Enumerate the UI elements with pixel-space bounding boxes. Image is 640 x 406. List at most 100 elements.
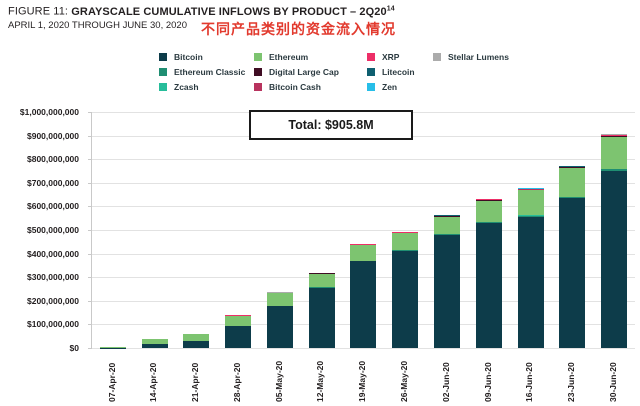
- legend-label: Litecoin: [382, 66, 415, 77]
- legend-item-bitcoin: Bitcoin: [159, 51, 245, 62]
- y-axis-tick-label: $900,000,000: [27, 130, 79, 141]
- bar-segment-ethereum-classic: [517, 215, 544, 217]
- bar-series: [92, 112, 635, 348]
- legend-swatch-bitcoin-icon: [159, 52, 167, 61]
- figure-subtitle-row: APRIL 1, 2020 THROUGH JUNE 30, 2020 不同产品…: [8, 20, 396, 39]
- legend-swatch-ethereum-icon: [254, 52, 262, 61]
- legend-swatch-zen-icon: [367, 82, 375, 91]
- bar-21-apr-20: [176, 112, 218, 348]
- bar-segment-ethereum: [350, 245, 377, 261]
- bar-segment-ethereum-classic: [392, 250, 419, 252]
- y-axis-tick-label: $800,000,000: [27, 154, 79, 165]
- legend-item-digital-large-cap: Digital Large Cap: [254, 66, 339, 77]
- bar-segment-ethereum: [559, 168, 586, 197]
- x-axis-tick-label: 23-Jun-20: [566, 362, 577, 402]
- x-axis-tick-label: 05-May-20: [273, 360, 284, 402]
- x-label-slot: 09-Jun-20: [467, 352, 509, 402]
- legend-label: Stellar Lumens: [448, 51, 509, 62]
- x-label-slot: 23-Jun-20: [550, 352, 592, 402]
- x-label-slot: 14-Apr-20: [133, 352, 175, 402]
- figure-label: FIGURE 11:: [8, 5, 69, 18]
- x-label-slot: 16-Jun-20: [509, 352, 551, 402]
- x-axis-tick-label: 21-Apr-20: [190, 362, 201, 402]
- y-axis-tick-label: $100,000,000: [27, 319, 79, 330]
- bar-segment-bitcoin: [601, 170, 628, 348]
- y-axis-tick: [88, 300, 92, 302]
- gridline: [92, 206, 635, 208]
- legend-label: Digital Large Cap: [269, 66, 339, 77]
- bar-segment-bitcoin: [559, 198, 586, 348]
- legend-item-zcash: Zcash: [159, 81, 245, 92]
- legend-label: Ethereum: [269, 51, 309, 62]
- bar-segment-bitcoin: [434, 234, 460, 348]
- legend-item-litecoin: Litecoin: [367, 66, 415, 77]
- legend-column: Stellar Lumens: [433, 51, 509, 62]
- x-label-slot: 26-May-20: [383, 352, 425, 402]
- x-axis-tick-label: 30-Jun-20: [607, 362, 618, 402]
- bar-segment-bitcoin: [475, 222, 502, 348]
- legend-column: Ethereum Digital Large Cap Bitcoin Cash: [254, 51, 339, 92]
- bar-segment-bitcoin: [141, 344, 168, 348]
- bar-30-jun-20: [593, 112, 635, 348]
- legend-item-ethereum: Ethereum: [254, 51, 339, 62]
- bar-07-apr-20: [92, 112, 134, 348]
- x-axis-tick-label: 07-Apr-20: [106, 362, 117, 402]
- legend-label: XRP: [382, 51, 400, 62]
- legend-label: Bitcoin Cash: [269, 81, 321, 92]
- legend-label: Zcash: [174, 81, 199, 92]
- x-axis-tick-label: 16-Jun-20: [524, 362, 535, 402]
- bar-segment-litecoin: [601, 134, 628, 136]
- x-label-slot: 19-May-20: [342, 352, 384, 402]
- x-axis-tick-label: 14-Apr-20: [148, 362, 159, 402]
- legend-label: Bitcoin: [174, 51, 203, 62]
- gridline: [92, 348, 635, 349]
- legend-item-stellar-lumens: Stellar Lumens: [433, 51, 509, 62]
- x-axis-tick-label: 28-Apr-20: [231, 362, 242, 402]
- bar-segment-ethereum: [601, 137, 628, 169]
- legend-swatch-litecoin-icon: [367, 67, 375, 76]
- bar-segment-bitcoin: [225, 326, 252, 348]
- bar-segment-bitcoin: [392, 251, 419, 348]
- x-label-slot: 30-Jun-20: [592, 352, 634, 402]
- x-axis-labels: 07-Apr-20 14-Apr-20 21-Apr-20 28-Apr-20 05-M…: [91, 352, 634, 402]
- bar-26-may-20: [384, 112, 426, 348]
- bar-02-jun-20: [426, 112, 468, 348]
- chinese-annotation: 不同产品类别的资金流入情况: [201, 20, 396, 37]
- bar-23-jun-20: [551, 112, 593, 348]
- bar-segment-ethereum-classic: [601, 169, 628, 171]
- x-label-slot: 12-May-20: [300, 352, 342, 402]
- bar-segment-litecoin: [559, 166, 586, 167]
- legend-swatch-digital-large-cap-icon: [254, 67, 262, 76]
- figure-title: FIGURE 11: GRAYSCALE CUMULATIVE INFLOWS …: [8, 5, 396, 18]
- y-axis-tick: [88, 230, 92, 231]
- legend-item-zen: Zen: [367, 81, 415, 92]
- bar-segment-bitcoin: [350, 261, 377, 348]
- x-axis-tick-label: 12-May-20: [315, 360, 326, 402]
- y-axis-tick-label: $400,000,000: [27, 248, 79, 259]
- bar-segment-ethereum: [475, 200, 502, 222]
- bar-segment-digital-large-cap: [517, 189, 544, 191]
- legend-item-bitcoin-cash: Bitcoin Cash: [254, 81, 339, 92]
- legend-swatch-stellar-lumens-icon: [433, 52, 441, 61]
- bar-28-apr-20: [217, 112, 259, 348]
- y-axis-tick: [88, 159, 92, 161]
- bar-segment-digital-large-cap: [601, 136, 628, 138]
- x-axis-tick-label: 09-Jun-20: [482, 362, 493, 402]
- legend-column: XRP Litecoin Zen: [367, 51, 415, 92]
- legend-item-xrp: XRP: [367, 51, 415, 62]
- bar-segment-bitcoin: [308, 287, 335, 348]
- bar-segment-ethereum-classic: [559, 197, 586, 199]
- y-axis-tick: [88, 324, 92, 326]
- bar-14-apr-20: [134, 112, 176, 348]
- bar-16-jun-20: [510, 112, 552, 348]
- legend-label: Zen: [382, 81, 398, 92]
- chart-legend: Bitcoin Ethereum Classic Zcash Ethereum Digi…: [0, 51, 640, 99]
- x-label-slot: 02-Jun-20: [425, 352, 467, 402]
- y-axis-tick-label: $300,000,000: [27, 272, 79, 283]
- legend-column: Bitcoin Ethereum Classic Zcash: [159, 51, 245, 92]
- bar-segment-ethereum: [308, 273, 335, 287]
- y-axis-tick: [88, 182, 92, 184]
- y-axis-tick-label: $500,000,000: [27, 225, 79, 235]
- y-axis-tick: [88, 253, 92, 255]
